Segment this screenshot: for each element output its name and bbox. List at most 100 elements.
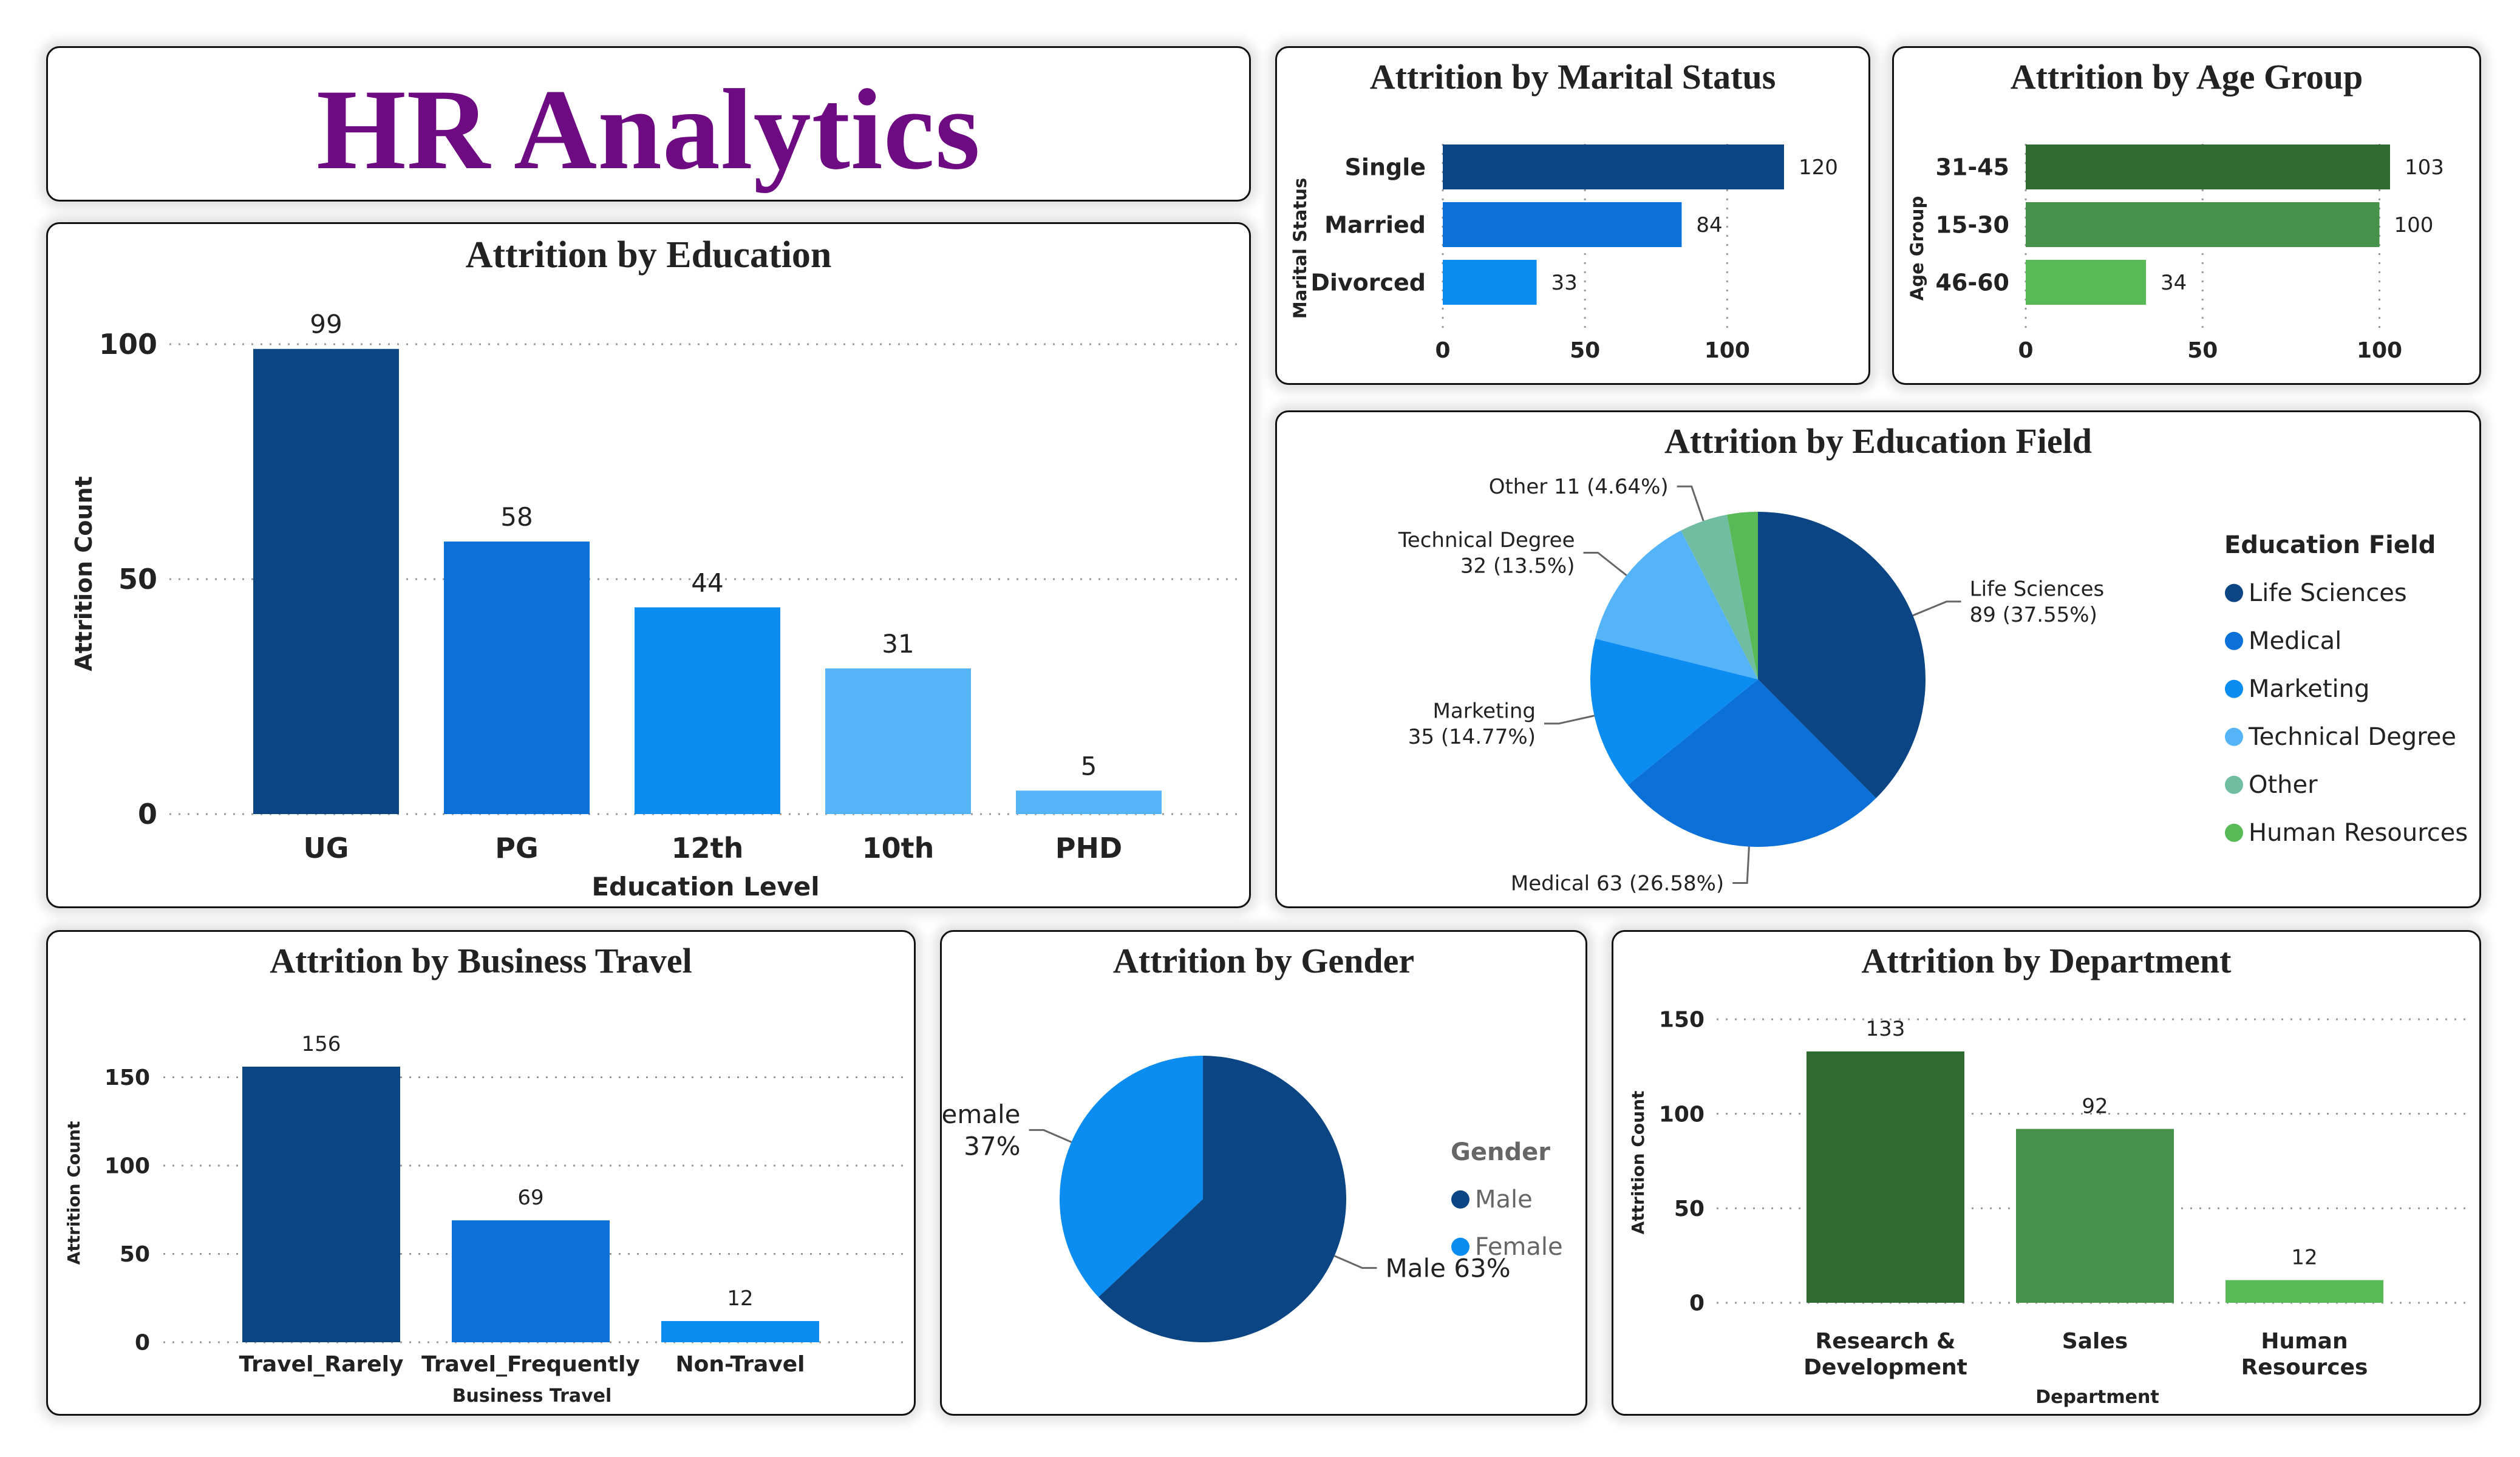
data-label: 31: [882, 629, 914, 659]
y-tick-label: 15-30: [1935, 211, 2009, 238]
x-tick-label: UG: [303, 832, 349, 864]
dashboard-title: HR Analytics Dashboard: [316, 66, 981, 200]
y-axis-title: Attrition Count: [1628, 1091, 1648, 1235]
data-label: 32 (13.5%): [1460, 554, 1575, 579]
leader-line: [1583, 552, 1627, 576]
legend-marker: [2225, 775, 2243, 794]
y-tick-label: 100: [99, 328, 157, 361]
data-label: Female: [940, 1099, 1021, 1129]
travel-panel[interactable]: Attrition by Business Travel 0 50 100 150 15…: [46, 930, 916, 1416]
x-tick-label: 100: [1704, 338, 1750, 363]
bar: [253, 348, 399, 814]
y-axis-title: Age Group: [1907, 196, 1927, 301]
travel-chart: 0 50 100 150 156 Travel_Rarely 69 Travel_Freque…: [64, 1032, 904, 1407]
y-tick-label: 100: [1659, 1102, 1704, 1127]
marital-chart: 0 50 100 120 Single 84 Married 33 DivorcedMarita…: [1290, 144, 1838, 363]
data-label: Medical 63 (26.58%): [1511, 871, 1724, 895]
education-panel[interactable]: Attrition by Education 0 50 100 99 UG 58 PG 44 1…: [46, 222, 1251, 908]
bar: [1443, 202, 1682, 247]
y-tick-label: 0: [1689, 1291, 1704, 1316]
x-tick-label: PG: [495, 832, 538, 864]
leader-line: [1677, 485, 1704, 521]
field-chart-title: Attrition by Education Field: [1664, 421, 2093, 461]
gender-panel[interactable]: Attrition by Gender Male 63% Female 37% Gen…: [940, 930, 1587, 1416]
y-axis-title: Attrition Count: [70, 476, 97, 671]
data-label: Life Sciences: [1970, 577, 2105, 602]
pie-slice: [1590, 638, 1758, 786]
data-label: Marketing: [1433, 699, 1536, 724]
bar: [2026, 144, 2390, 189]
legend-marker: [1451, 1237, 1469, 1256]
x-axis-title: Department: [2035, 1387, 2159, 1408]
x-tick-label: Non-Travel: [675, 1352, 805, 1377]
data-label: 133: [1866, 1017, 1905, 1041]
age-panel[interactable]: Attrition by Age Group 0 50 100 103 31-45 100…: [1892, 46, 2481, 385]
legend-item: Male: [1475, 1186, 1533, 1214]
data-label: 92: [2082, 1095, 2108, 1119]
education-chart-title: Attrition by Education: [465, 234, 832, 276]
data-label: 120: [1799, 155, 1838, 180]
age-chart: 0 50 100 103 31-45 100 15-30 34 46-60 Age Group: [1907, 144, 2444, 363]
legend-title: Gender: [1451, 1138, 1550, 1166]
bar: [2016, 1129, 2174, 1303]
legend-item: Technical Degree: [2248, 723, 2456, 751]
data-label: Technical Degree: [1398, 528, 1575, 552]
data-label: 5: [1081, 751, 1097, 781]
legend-marker: [2225, 631, 2243, 650]
data-label: 156: [302, 1032, 341, 1056]
y-tick-label: 100: [104, 1154, 150, 1179]
x-tick-label: 12th: [672, 832, 744, 864]
y-tick-label: Single: [1345, 154, 1426, 180]
legend-marker: [2225, 583, 2243, 602]
data-label: Male 63%: [1385, 1253, 1510, 1283]
data-label: 12: [727, 1286, 753, 1311]
bar: [444, 542, 590, 814]
legend-item: Other: [2249, 771, 2318, 799]
x-tick-label: 0: [2018, 338, 2033, 363]
x-tick-label: 100: [2357, 338, 2402, 363]
bar: [2225, 1280, 2383, 1303]
department-panel[interactable]: Attrition by Department 0 50 100 150 133 Rese…: [1612, 930, 2481, 1416]
age-chart-title: Attrition by Age Group: [2010, 57, 2363, 97]
travel-chart-title: Attrition by Business Travel: [270, 941, 692, 980]
marital-chart-title: Attrition by Marital Status: [1369, 57, 1776, 97]
x-tick-label: Resources: [2241, 1355, 2368, 1380]
legend-marker: [1451, 1190, 1469, 1209]
y-tick-label: Divorced: [1310, 269, 1426, 296]
bar: [661, 1321, 819, 1342]
marital-panel[interactable]: Attrition by Marital Status 0 50 100 120 Sin…: [1275, 46, 1870, 385]
x-tick-label: 0: [1435, 338, 1450, 363]
y-tick-label: 150: [1659, 1008, 1704, 1033]
legend-item: Female: [1475, 1233, 1563, 1261]
data-label: 12: [2291, 1246, 2317, 1270]
bar: [635, 607, 780, 814]
data-label: 44: [691, 568, 723, 597]
y-tick-label: 0: [138, 798, 157, 830]
field-panel[interactable]: Attrition by Education Field Life Scienc…: [1275, 410, 2481, 908]
legend-item: Marketing: [2249, 675, 2369, 703]
x-axis-title: Business Travel: [452, 1385, 612, 1407]
data-label: 89 (37.55%): [1970, 603, 2097, 627]
gender-chart-title: Attrition by Gender: [1112, 941, 1415, 980]
x-axis-title: Education Level: [591, 872, 819, 902]
leader-line: [1029, 1129, 1072, 1143]
legend-item: Life Sciences: [2249, 579, 2407, 607]
y-tick-label: 0: [135, 1331, 150, 1356]
legend-marker: [2225, 679, 2243, 698]
data-label: 84: [1696, 213, 1722, 237]
education-chart: 0 50 100 99 UG 58 PG 44 12th 31 10th 5 PHD Education …: [70, 310, 1244, 902]
x-tick-label: Research &: [1816, 1329, 1956, 1354]
legend-marker: [2225, 727, 2243, 746]
leader-line: [1544, 715, 1595, 725]
pie-slice: [1681, 514, 1758, 679]
legend-title: Education Field: [2224, 531, 2436, 559]
leader-line: [1333, 1255, 1377, 1269]
title-panel: HR Analytics Dashboard: [46, 46, 1251, 202]
bar: [1443, 144, 1784, 189]
y-axis-title: Marital Status: [1290, 178, 1310, 319]
y-axis-title: Attrition Count: [64, 1121, 84, 1265]
x-tick-label: Travel_Frequently: [421, 1352, 640, 1377]
data-label: 69: [517, 1186, 543, 1210]
bar: [452, 1220, 610, 1342]
bar: [1807, 1051, 1964, 1303]
